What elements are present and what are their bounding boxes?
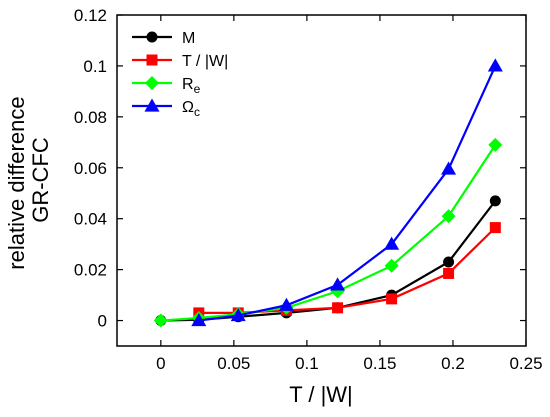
- x-tick-label: 0.15: [363, 354, 396, 373]
- legend-marker: [145, 76, 159, 90]
- legend-marker: [146, 31, 158, 43]
- data-point: [489, 222, 501, 234]
- legend-label-subscript: e: [194, 82, 201, 96]
- legend-label-base: T / |W|: [182, 53, 228, 70]
- y-tick-label: 0.08: [74, 108, 107, 127]
- legend-marker: [146, 54, 158, 66]
- series-line: [160, 144, 497, 322]
- legend-label: Ωc: [182, 99, 200, 119]
- legend-item: Re: [132, 76, 201, 96]
- series-3: [191, 58, 503, 327]
- x-tick-label: 0.25: [509, 354, 542, 373]
- x-tick-label: 0: [156, 354, 165, 373]
- x-axis-title: T / |W|: [289, 382, 353, 407]
- series-layer: [153, 58, 503, 328]
- data-point: [191, 313, 207, 327]
- y-axis-title-line-1: relative difference: [4, 96, 29, 269]
- legend-label-base: R: [182, 76, 194, 93]
- data-point: [487, 58, 503, 72]
- y-tick-label: 0.02: [74, 261, 107, 280]
- y-axis-title-line-2: GR-CFC: [28, 137, 53, 223]
- legend-label-subscript: c: [194, 105, 200, 119]
- data-point: [153, 313, 168, 328]
- data-point: [330, 277, 346, 291]
- series-line: [198, 65, 497, 322]
- legend-marker: [144, 98, 160, 112]
- y-tick-label: 0: [98, 312, 107, 331]
- y-tick-label: 0.04: [74, 210, 107, 229]
- data-point: [443, 267, 455, 279]
- series-1: [193, 222, 501, 319]
- data-point: [441, 161, 457, 175]
- data-point: [386, 293, 398, 305]
- legend-label: Re: [182, 76, 201, 96]
- x-tick-label: 0.1: [295, 354, 319, 373]
- data-point: [384, 236, 400, 250]
- legend-item: M: [132, 30, 195, 47]
- data-point: [332, 302, 344, 314]
- data-point: [443, 256, 455, 268]
- legend-label-base: M: [182, 30, 195, 47]
- legend-item: Ωc: [132, 98, 200, 119]
- plot-frame: [116, 14, 527, 347]
- data-point: [384, 258, 399, 273]
- y-tick-label: 0.06: [74, 159, 107, 178]
- x-tick-label: 0.2: [441, 354, 465, 373]
- ticks-layer: 0 0.05 0.1 0.15 0.2 0.25 0 0.02 0.04 0.06 0.08 0.1 0…: [74, 6, 543, 373]
- data-point: [488, 137, 503, 152]
- data-point: [278, 297, 294, 311]
- legend-label-base: Ω: [182, 99, 194, 116]
- legend-label: M: [182, 30, 195, 47]
- legend-label: T / |W|: [182, 53, 228, 70]
- x-tick-label: 0.05: [217, 354, 250, 373]
- y-tick-label: 0.12: [74, 6, 107, 25]
- y-axis-title: relative difference GR-CFC: [4, 90, 53, 269]
- legend-item: T / |W|: [132, 53, 228, 70]
- y-tick-label: 0.1: [83, 57, 107, 76]
- data-point: [489, 195, 501, 207]
- data-point: [230, 307, 246, 322]
- data-point: [441, 209, 456, 224]
